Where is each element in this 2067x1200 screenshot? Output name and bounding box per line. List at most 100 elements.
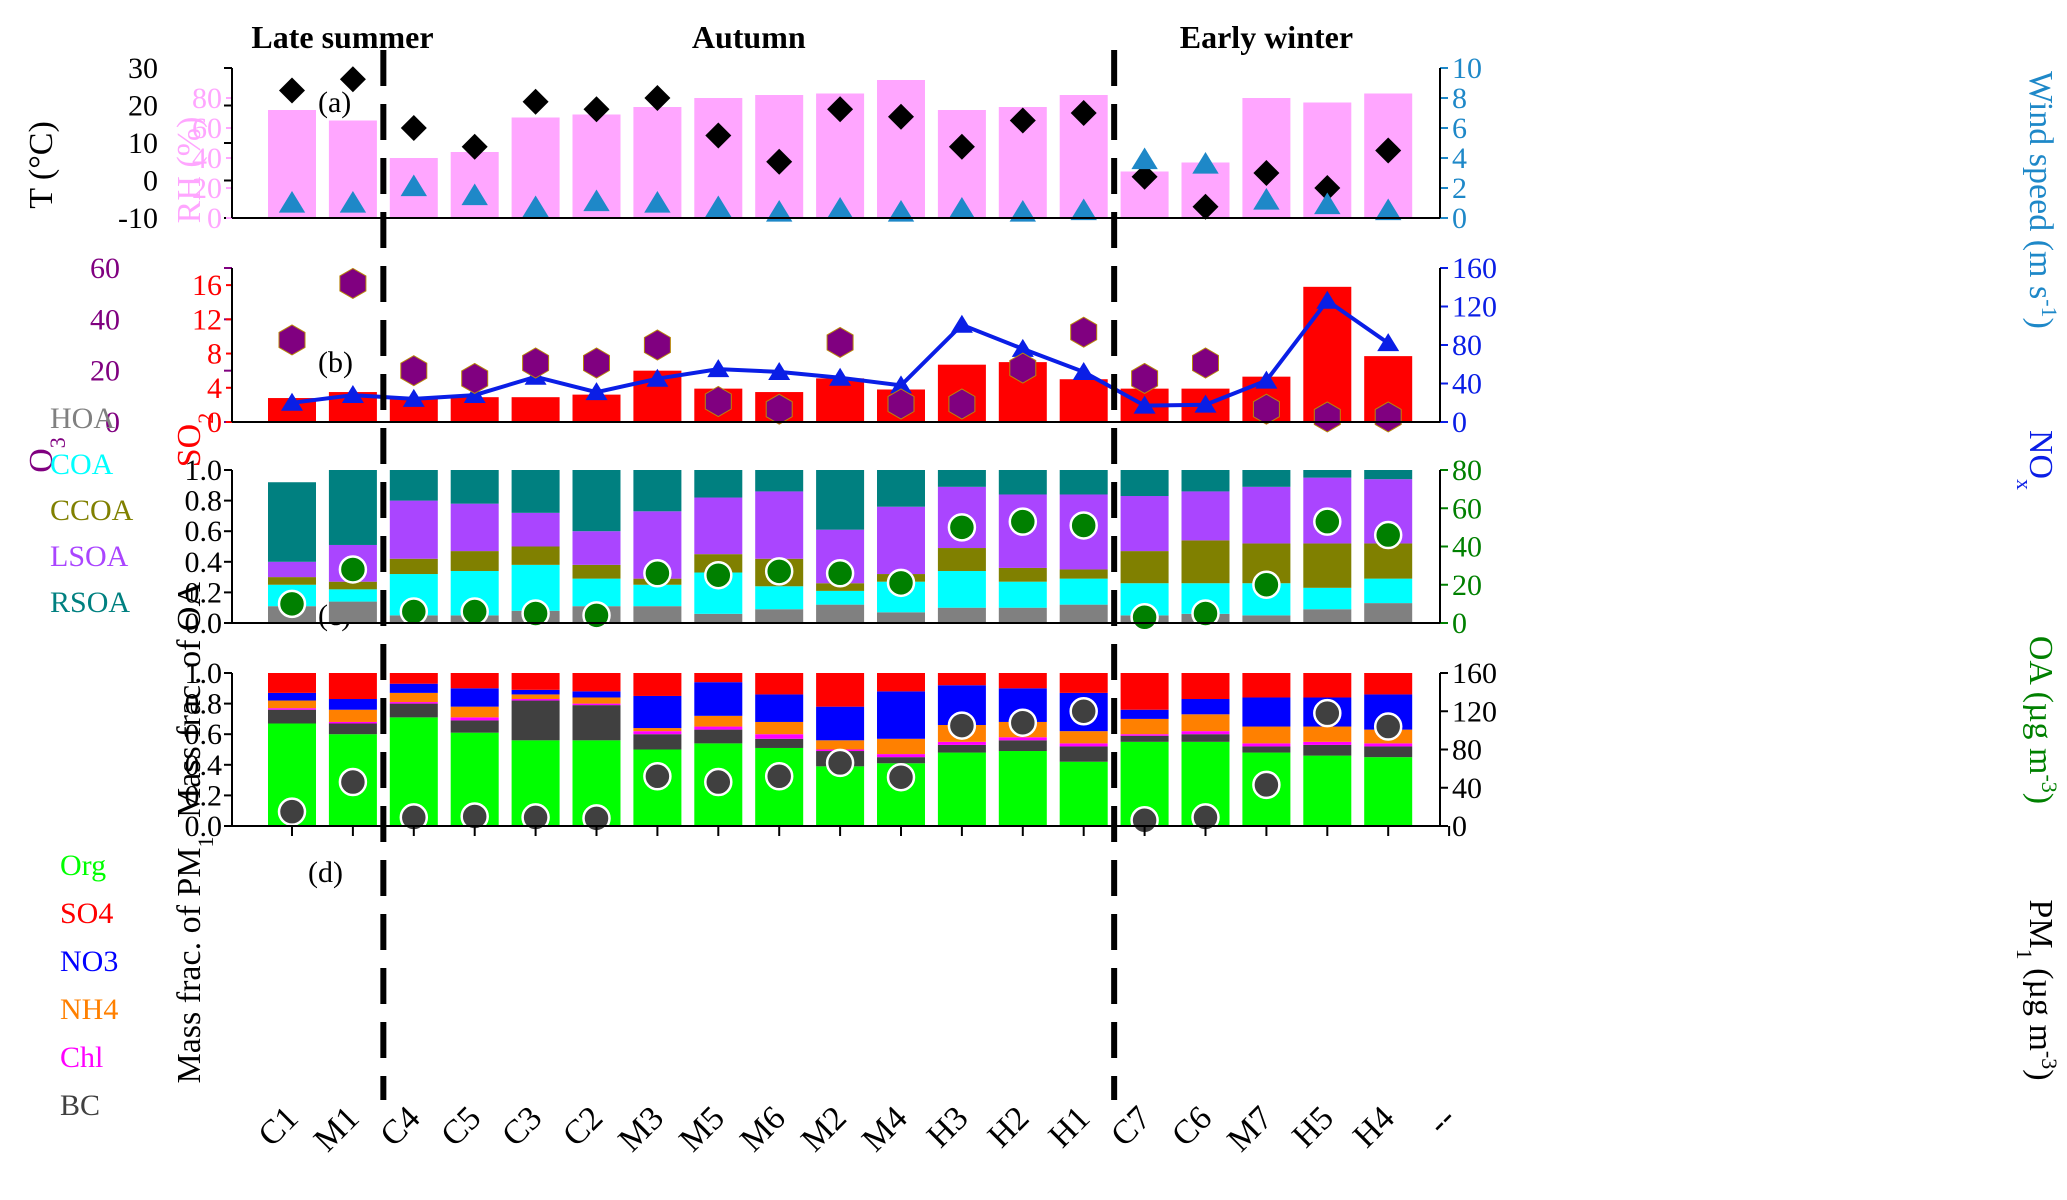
org-segment xyxy=(937,752,986,826)
c-marker xyxy=(1069,511,1098,540)
hoa-segment xyxy=(1059,604,1108,623)
ccoa-segment xyxy=(572,564,621,579)
coa-segment xyxy=(1303,587,1352,610)
o3-marker xyxy=(1374,401,1402,433)
temperature-marker xyxy=(1070,100,1097,126)
chl-segment xyxy=(633,731,682,735)
rsoa-segment xyxy=(1303,470,1352,478)
wind-marker xyxy=(583,189,610,212)
b-right-tick-label: 0 xyxy=(1452,406,1467,439)
c-marker xyxy=(277,589,307,619)
bc-segment xyxy=(1364,746,1413,758)
rsoa-segment xyxy=(450,470,499,504)
rsoa-segment xyxy=(1059,470,1108,495)
panel-a-right-axis-label: Wind speed (m s-1) xyxy=(2022,71,2063,329)
lsoa-segment xyxy=(511,512,560,547)
x-tick-label: C4 xyxy=(373,1099,427,1153)
chl-segment xyxy=(1242,743,1291,747)
nox-marker xyxy=(463,385,486,404)
c-left-tick-label: 1.0 xyxy=(185,454,223,487)
b-right-tick-label: 80 xyxy=(1452,329,1482,362)
rsoa-segment xyxy=(877,470,925,507)
x-tick-label: H4 xyxy=(1346,1099,1402,1155)
season-label: Early winter xyxy=(1180,19,1353,55)
org-segment xyxy=(1059,761,1108,826)
lsoa-segment xyxy=(694,497,743,555)
c-marker xyxy=(643,559,672,588)
b-inner-tick-label: 0 xyxy=(207,406,222,439)
nox-marker xyxy=(646,368,669,387)
so4-segment xyxy=(694,673,743,683)
c-left-tick-label: 0.4 xyxy=(185,546,223,579)
hoa-segment xyxy=(328,601,377,623)
coa-segment xyxy=(1059,578,1108,605)
b-right-tick-label: 40 xyxy=(1452,368,1482,401)
b-right-tick-label: 160 xyxy=(1452,252,1497,285)
temperature-marker xyxy=(948,133,975,160)
o3-marker xyxy=(1252,393,1280,425)
org-segment xyxy=(1364,757,1413,826)
panel-c-right-axis-label: OA (µg m-3) xyxy=(2022,636,2063,804)
bc-segment xyxy=(1181,734,1230,742)
bc-segment xyxy=(877,757,925,764)
c-marker xyxy=(1130,603,1159,632)
no3-segment xyxy=(389,683,438,693)
so4-segment xyxy=(328,673,377,700)
legend-hoa: HOA xyxy=(50,402,115,435)
c-left-tick-label: 0.8 xyxy=(185,485,223,518)
c-marker xyxy=(886,568,916,598)
nox-marker xyxy=(1255,370,1278,389)
c-marker xyxy=(338,555,368,584)
d-marker xyxy=(1313,698,1342,728)
coa-segment xyxy=(328,589,377,602)
nox-marker xyxy=(1316,290,1339,309)
o3-marker xyxy=(1009,352,1037,384)
nox-marker xyxy=(1194,394,1217,413)
bc-segment xyxy=(1059,746,1108,762)
d-marker xyxy=(338,767,368,797)
lsoa-segment xyxy=(877,506,925,575)
bc-segment xyxy=(389,703,438,718)
c-right-tick-label: 80 xyxy=(1452,454,1482,487)
x-tick-label: C3 xyxy=(495,1099,549,1153)
panel-a-inner-axis-label: RH (%) xyxy=(171,117,208,224)
legend-so4: SO4 xyxy=(60,897,113,930)
rsoa-segment xyxy=(755,470,804,492)
temperature-marker xyxy=(400,115,427,141)
chl-segment xyxy=(877,754,925,758)
d-marker xyxy=(643,762,672,791)
wind-marker xyxy=(948,197,976,219)
temperature-marker xyxy=(339,66,366,93)
nh4-segment xyxy=(268,700,316,709)
so4-segment xyxy=(1059,673,1108,693)
x-tick-label: M1 xyxy=(307,1099,367,1159)
rh-bar xyxy=(877,80,925,218)
x-tick-label: C7 xyxy=(1104,1099,1158,1153)
rsoa-segment xyxy=(328,470,377,545)
chl-segment xyxy=(389,702,438,704)
a-inner-tick-label: 60 xyxy=(192,112,222,145)
d-marker xyxy=(886,762,916,792)
panel-a-left-axis-label: T (°C) xyxy=(23,121,60,209)
d-left-tick-label: 0.0 xyxy=(185,810,223,843)
bc-segment xyxy=(755,738,804,748)
chl-segment xyxy=(1059,743,1108,747)
c-marker xyxy=(1373,520,1403,550)
hoa-segment xyxy=(816,604,865,623)
c-left-tick-label: 0.0 xyxy=(185,607,223,640)
panel-d-left-axis-label: Mass frac. of PM1 xyxy=(171,836,218,1083)
lsoa-segment xyxy=(450,503,499,552)
nh4-segment xyxy=(1181,714,1230,732)
d-left-tick-label: 1.0 xyxy=(185,657,223,690)
hoa-segment xyxy=(694,613,743,623)
d-right-tick-label: 40 xyxy=(1452,772,1482,805)
so4-segment xyxy=(1364,673,1413,695)
a-left-tick-label: 30 xyxy=(128,52,158,85)
so4-segment xyxy=(572,673,621,692)
c-marker xyxy=(399,597,429,626)
nox-marker xyxy=(281,392,303,411)
o3-marker xyxy=(522,347,550,379)
nh4-segment xyxy=(511,694,560,700)
